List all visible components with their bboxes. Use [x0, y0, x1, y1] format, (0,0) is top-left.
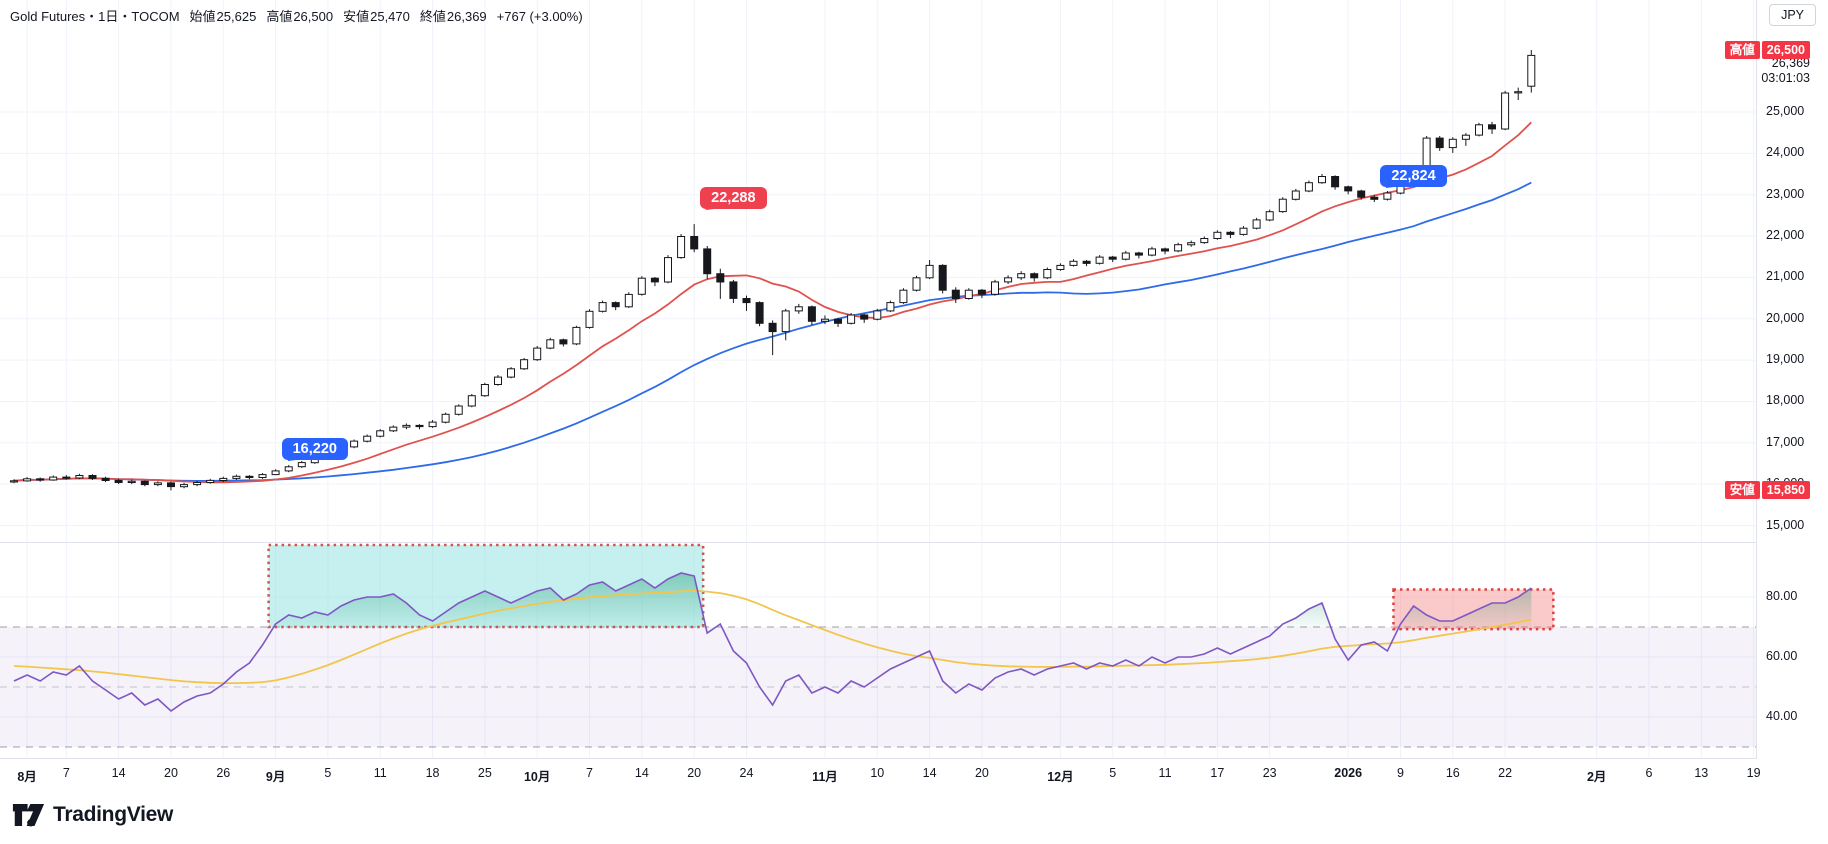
last-price-readout: 26,369 03:01:03 [1761, 56, 1810, 86]
price-tick: 23,000 [1766, 186, 1805, 201]
time-tick: 14 [111, 766, 126, 780]
high-field: 高値26,500 [266, 9, 334, 24]
price-tick: 24,000 [1766, 145, 1805, 160]
price-tick: 21,000 [1766, 269, 1805, 284]
time-tick: 19 [1746, 766, 1761, 780]
time-tick: 25 [477, 766, 492, 780]
price-tick: 22,000 [1766, 228, 1805, 243]
low-badge-label: 安値 [1724, 481, 1760, 500]
high-badge-value: 26,500 [1761, 40, 1810, 59]
time-tick: 22 [1498, 766, 1513, 780]
low-field: 安値25,470 [343, 9, 410, 24]
time-tick: 13 [1694, 766, 1709, 780]
price-callout[interactable]: 16,220 [281, 438, 348, 461]
time-tick: 5 [324, 766, 332, 780]
time-tick: 12月 [1047, 770, 1074, 784]
rsi-tick: 40.00 [1766, 709, 1798, 723]
tradingview-mark-icon [12, 804, 45, 827]
high-badge-label: 高値 [1724, 40, 1760, 59]
footer: TradingView [0, 789, 1828, 844]
currency-button[interactable]: JPY [1769, 4, 1816, 26]
time-tick: 24 [739, 766, 754, 780]
price-tick: 20,000 [1766, 310, 1805, 325]
time-tick: 11月 [812, 770, 838, 784]
price-axis[interactable]: JPY 25,000 24,000 23,000 22,000 21,000 20,000… [1724, 0, 1828, 788]
price-callout[interactable]: 22,288 [700, 187, 767, 210]
time-tick: 2026 [1334, 766, 1363, 780]
change-readout: +767 (+3.00%) [496, 9, 583, 24]
time-tick: 5 [1109, 766, 1117, 780]
time-tick: 23 [1262, 766, 1277, 780]
price-tick: 19,000 [1766, 352, 1805, 367]
time-tick: 10月 [523, 770, 551, 784]
time-tick: 26 [216, 766, 231, 780]
time-tick: 7 [62, 766, 70, 780]
time-tick: 20 [687, 766, 702, 780]
open-field: 始値25,625 [189, 9, 257, 24]
time-tick: 11 [1158, 766, 1172, 780]
price-tick: 17,000 [1766, 434, 1805, 449]
time-tick: 20 [164, 766, 178, 780]
time-tick: 16 [1445, 766, 1460, 780]
time-tick: 9 [1396, 766, 1404, 780]
symbol-title: Gold Futures・1日・TOCOM [10, 9, 180, 24]
price-tick: 25,000 [1766, 104, 1805, 118]
rsi-tick: 60.00 [1766, 649, 1798, 663]
tradingview-wordmark: TradingView [53, 803, 174, 826]
low-badge-value: 15,850 [1761, 481, 1810, 500]
time-tick: 11 [373, 766, 387, 780]
high-price-badge: 高値 26,500 [1724, 40, 1810, 59]
time-tick: 8月 [17, 770, 37, 784]
time-tick: 14 [634, 766, 649, 780]
close-field: 終値26,369 [419, 9, 487, 24]
price-tick: 15,000 [1766, 517, 1805, 532]
time-tick: 6 [1645, 766, 1653, 780]
last-price: 26,369 [1771, 56, 1810, 71]
time-axis[interactable]: 8月 7 14 20 26 9月 5 11 18 25 10月 7 14 20 24 11月 10 14 20 12月… [0, 758, 1761, 790]
time-tick: 14 [922, 766, 937, 780]
time-tick: 18 [425, 766, 440, 780]
chart-plot [0, 0, 1756, 758]
rsi-tick: 80.00 [1766, 589, 1798, 603]
time-tick: 20 [974, 766, 989, 780]
tradingview-logo[interactable]: TradingView [12, 800, 173, 830]
chart-canvas[interactable]: Gold Futures・1日・TOCOM 始値25,625 高値26,500 安値2… [0, 0, 1756, 758]
time-tick: 9月 [265, 770, 286, 784]
price-tick: 18,000 [1766, 393, 1805, 408]
time-tick: 7 [586, 766, 593, 780]
time-tick: 17 [1210, 766, 1225, 780]
bar-countdown: 03:01:03 [1761, 71, 1810, 86]
time-tick: 10 [870, 766, 885, 780]
time-tick: 2月 [1586, 770, 1607, 784]
price-callout[interactable]: 22,824 [1380, 164, 1447, 187]
low-price-badge: 安値 15,850 [1724, 481, 1810, 500]
symbol-info-bar[interactable]: Gold Futures・1日・TOCOM 始値25,625 高値26,500 安値2… [10, 6, 583, 25]
